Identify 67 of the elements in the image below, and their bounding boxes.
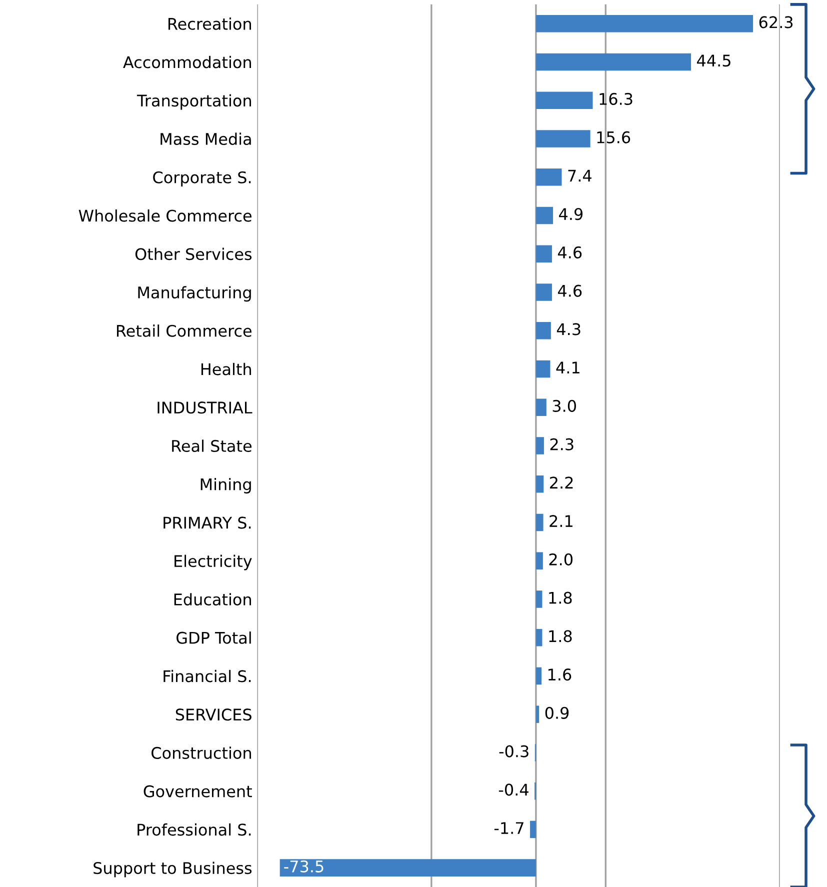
bar	[536, 398, 546, 416]
bar	[536, 92, 593, 109]
y-tick-label: SERVICES	[176, 708, 252, 721]
y-tick-label: Support to Business	[94, 862, 252, 878]
data-label: -73.5	[284, 860, 324, 872]
bar	[536, 437, 544, 454]
y-tick-label: GDP Total	[176, 632, 251, 644]
y-tick-label: Wholesale Commerce	[78, 209, 252, 222]
bar	[536, 322, 551, 340]
bar	[536, 53, 692, 71]
y-tick-label: Other Services	[135, 248, 252, 260]
data-label: 2.1	[550, 515, 572, 527]
bar	[536, 245, 552, 262]
data-label: 4.6	[558, 284, 582, 297]
bar	[536, 628, 542, 646]
data-label: 44.5	[697, 54, 730, 67]
y-tick-label: PRIMARY S.	[164, 516, 251, 529]
bar	[536, 130, 590, 148]
data-label: -1.7	[494, 822, 524, 834]
bar	[530, 820, 536, 838]
bar	[536, 206, 554, 224]
y-tick-label: Retail Commerce	[117, 324, 252, 337]
data-label: 0.9	[545, 706, 569, 719]
data-label: 4.6	[558, 246, 582, 258]
y-tick-label: Accommodation	[123, 56, 251, 68]
bar	[536, 168, 562, 186]
y-tick-label: Financial S.	[164, 670, 251, 682]
data-label: 2.3	[550, 438, 574, 450]
data-label: 62.3	[759, 16, 793, 28]
bar	[536, 14, 754, 32]
y-tick-label: Transportation	[136, 94, 251, 110]
bar	[536, 514, 544, 532]
y-tick-label: Recreation	[168, 18, 251, 30]
y-tick-label: Governement	[144, 785, 252, 798]
y-tick-label: Corporate S.	[153, 171, 251, 186]
data-label: 4.1	[556, 362, 580, 374]
data-label: 4.9	[559, 208, 583, 220]
y-tick-label: Mining	[200, 478, 251, 494]
bar	[536, 552, 543, 570]
data-label: 7.4	[568, 170, 592, 182]
data-label: 1.8	[549, 592, 572, 604]
data-label: 2.2	[550, 476, 573, 488]
y-tick-label: Professional S.	[138, 823, 251, 836]
data-label: 3.0	[552, 400, 576, 412]
y-tick-label: Manufacturing	[138, 286, 251, 302]
data-label: 1.6	[548, 668, 572, 681]
bar	[536, 590, 542, 608]
data-label: -0.3	[499, 745, 528, 758]
y-tick-label: Education	[174, 593, 251, 606]
y-tick-label: Construction	[152, 746, 251, 759]
y-tick-label: Electricity	[174, 554, 252, 570]
y-tick-label: INDUSTRIAL	[158, 402, 252, 414]
data-label: 2.0	[549, 553, 572, 566]
y-tick-label: Health	[201, 362, 251, 376]
y-tick-label: Mass Media	[160, 132, 251, 146]
data-label: -0.4	[498, 784, 528, 796]
data-label: 1.8	[549, 630, 572, 642]
bar	[536, 475, 544, 493]
bar	[536, 667, 542, 685]
bar	[280, 859, 536, 876]
bar	[536, 360, 550, 378]
data-label: 4.3	[556, 323, 580, 336]
data-label: 16.3	[600, 92, 632, 105]
data-label: 15.6	[597, 131, 630, 144]
y-tick-label: Real State	[172, 440, 252, 452]
bar	[536, 706, 540, 723]
bar	[536, 284, 552, 301]
